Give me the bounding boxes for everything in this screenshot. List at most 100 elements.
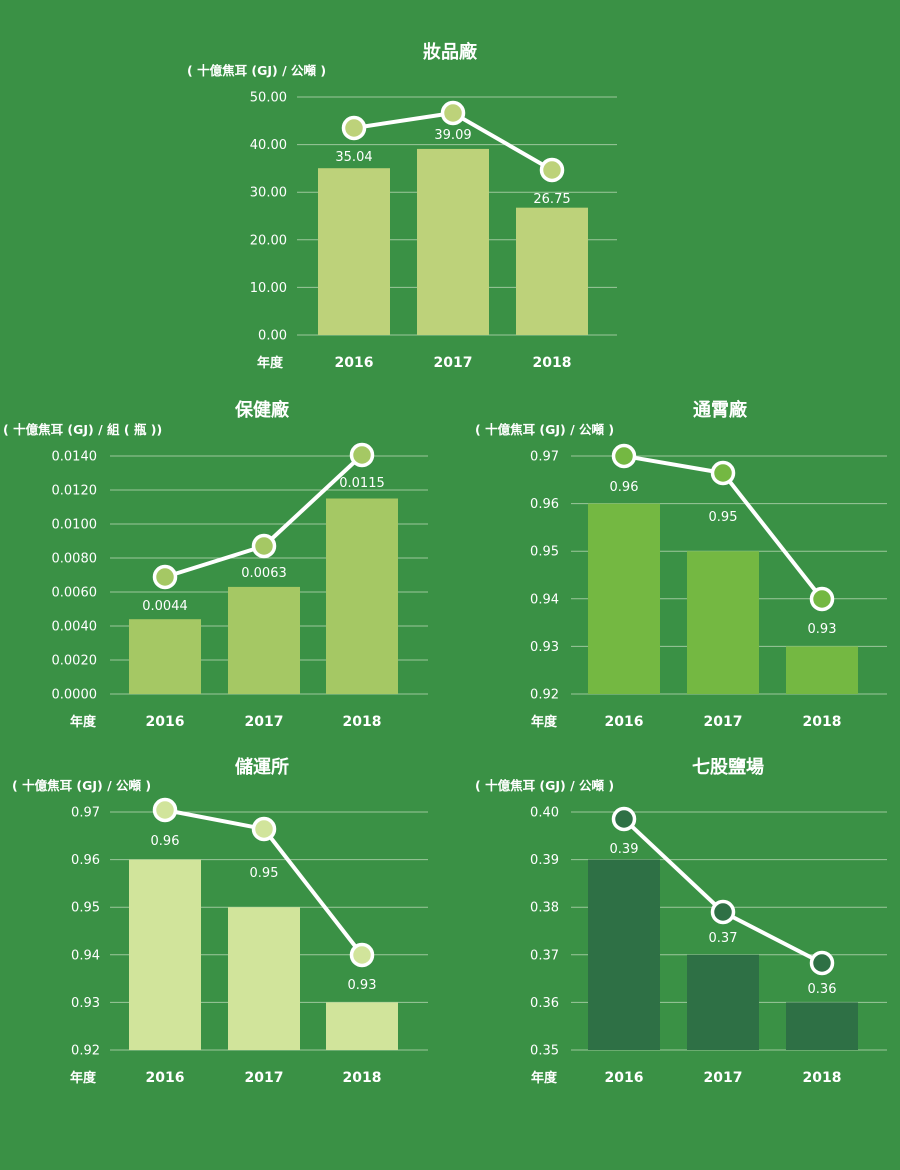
value-label: 0.37 bbox=[709, 931, 738, 946]
value-label: 0.93 bbox=[348, 978, 377, 993]
y-tick-label: 0.97 bbox=[71, 806, 100, 821]
chart-4: 儲運所 ( 十億焦耳 (GJ) / 公噸 ) 0.92 0.93 0.94 0.95 0.9… bbox=[12, 756, 428, 1086]
x-tick-label: 2018 bbox=[803, 714, 842, 730]
y-tick-label: 30.00 bbox=[250, 186, 287, 201]
y-tick-label: 0.0040 bbox=[52, 620, 98, 635]
y-tick-label: 0.0000 bbox=[52, 688, 98, 703]
value-label: 0.0063 bbox=[241, 566, 287, 581]
x-tick-label: 2017 bbox=[245, 714, 284, 730]
y-tick-label: 0.97 bbox=[530, 450, 559, 465]
chart-1: 妝品廠 ( 十億焦耳 (GJ) / 公噸 ) 0.00 10.00 20.00 30.00… bbox=[187, 41, 617, 371]
y-tick-label: 0.94 bbox=[530, 592, 559, 607]
y-tick-label: 0.0100 bbox=[52, 518, 98, 533]
bar bbox=[129, 859, 201, 1050]
y-tick-label: 0.38 bbox=[530, 901, 559, 916]
chart-title: 妝品廠 bbox=[423, 41, 478, 63]
x-tick-label: 2018 bbox=[803, 1070, 842, 1086]
y-tick-label: 0.92 bbox=[530, 688, 559, 703]
line-marker bbox=[341, 115, 367, 141]
y-tick-label: 0.39 bbox=[530, 853, 559, 868]
chart-2: 保健廠 ( 十億焦耳 (GJ) / 組 ( 瓶 )) 0.0000 0.0020 0.0… bbox=[3, 399, 428, 730]
line-marker bbox=[809, 586, 835, 612]
y-tick-label: 0.35 bbox=[530, 1044, 559, 1059]
y-tick-label: 0.0120 bbox=[52, 484, 98, 499]
y-tick-label: 0.95 bbox=[71, 901, 100, 916]
chart-5: 七股鹽場 ( 十億焦耳 (GJ) / 公噸 ) 0.35 0.36 0.37 0.38 0.… bbox=[475, 756, 887, 1086]
x-tick-label: 2017 bbox=[704, 1070, 743, 1086]
unit-label: ( 十億焦耳 (GJ) / 公噸 ) bbox=[187, 63, 326, 78]
chart-3: 通霄廠 ( 十億焦耳 (GJ) / 公噸 ) 0.92 0.93 0.94 0.95 0.9… bbox=[475, 399, 887, 730]
bar bbox=[129, 619, 201, 694]
bar bbox=[687, 954, 759, 1050]
value-label: 0.0115 bbox=[339, 476, 385, 491]
y-tick-label: 0.93 bbox=[530, 640, 559, 655]
line-marker bbox=[611, 806, 637, 832]
bar bbox=[417, 148, 489, 335]
line-marker bbox=[349, 942, 375, 968]
y-tick-label: 0.92 bbox=[71, 1044, 100, 1059]
bar bbox=[318, 168, 390, 335]
chart-title: 儲運所 bbox=[235, 756, 289, 778]
x-tick-label: 2016 bbox=[605, 714, 644, 730]
bar bbox=[786, 1002, 858, 1050]
y-tick-label: 0.0060 bbox=[52, 586, 98, 601]
value-label: 0.96 bbox=[610, 480, 639, 495]
bar bbox=[786, 646, 858, 694]
value-label: 0.0044 bbox=[142, 599, 188, 614]
line-marker bbox=[349, 442, 375, 468]
bar bbox=[228, 586, 300, 694]
line-marker bbox=[539, 157, 565, 183]
line-marker bbox=[251, 533, 277, 559]
x-tick-label: 2018 bbox=[533, 355, 572, 371]
x-tick-label: 2018 bbox=[343, 1070, 382, 1086]
x-tick-label: 2017 bbox=[704, 714, 743, 730]
unit-label: ( 十億焦耳 (GJ) / 公噸 ) bbox=[475, 422, 614, 437]
y-tick-label: 10.00 bbox=[250, 281, 287, 296]
value-label: 0.39 bbox=[610, 842, 639, 857]
x-tick-label: 2016 bbox=[335, 355, 374, 371]
chart-title: 保健廠 bbox=[234, 399, 290, 421]
line-marker bbox=[611, 443, 637, 469]
x-tick-label: 2016 bbox=[146, 714, 185, 730]
y-tick-label: 0.37 bbox=[530, 948, 559, 963]
unit-label: ( 十億焦耳 (GJ) / 公噸 ) bbox=[475, 778, 614, 793]
value-label: 39.09 bbox=[434, 128, 471, 143]
x-tick-label: 2016 bbox=[146, 1070, 185, 1086]
line-marker bbox=[710, 460, 736, 486]
chart-title: 七股鹽場 bbox=[692, 756, 764, 778]
chart-title: 通霄廠 bbox=[693, 399, 748, 421]
y-tick-label: 50.00 bbox=[250, 91, 287, 106]
line-marker bbox=[710, 899, 736, 925]
bar bbox=[687, 551, 759, 694]
bar bbox=[326, 1002, 398, 1050]
line-marker bbox=[251, 816, 277, 842]
x-tick-label: 2017 bbox=[434, 355, 473, 371]
x-axis-label: 年度 bbox=[70, 1070, 97, 1086]
y-tick-label: 0.36 bbox=[530, 996, 559, 1011]
value-label: 0.93 bbox=[808, 622, 837, 637]
x-tick-label: 2017 bbox=[245, 1070, 284, 1086]
bar bbox=[228, 907, 300, 1050]
bar bbox=[588, 859, 660, 1050]
y-tick-label: 0.00 bbox=[258, 329, 287, 344]
unit-label: ( 十億焦耳 (GJ) / 公噸 ) bbox=[12, 778, 151, 793]
bar bbox=[516, 207, 588, 335]
x-axis-label: 年度 bbox=[257, 355, 284, 371]
line-marker bbox=[152, 797, 178, 823]
value-label: 0.96 bbox=[151, 834, 180, 849]
y-tick-label: 0.93 bbox=[71, 996, 100, 1011]
value-label: 35.04 bbox=[335, 150, 372, 165]
line-marker bbox=[152, 564, 178, 590]
x-axis-label: 年度 bbox=[531, 1070, 558, 1086]
y-tick-label: 0.40 bbox=[530, 806, 559, 821]
line-marker bbox=[809, 950, 835, 976]
value-label: 0.36 bbox=[808, 982, 837, 997]
x-tick-label: 2016 bbox=[605, 1070, 644, 1086]
value-label: 0.95 bbox=[709, 510, 738, 525]
bar bbox=[588, 503, 660, 694]
x-axis-label: 年度 bbox=[70, 714, 97, 730]
value-label: 0.95 bbox=[250, 866, 279, 881]
y-tick-label: 0.0080 bbox=[52, 552, 98, 567]
y-tick-label: 0.95 bbox=[530, 545, 559, 560]
